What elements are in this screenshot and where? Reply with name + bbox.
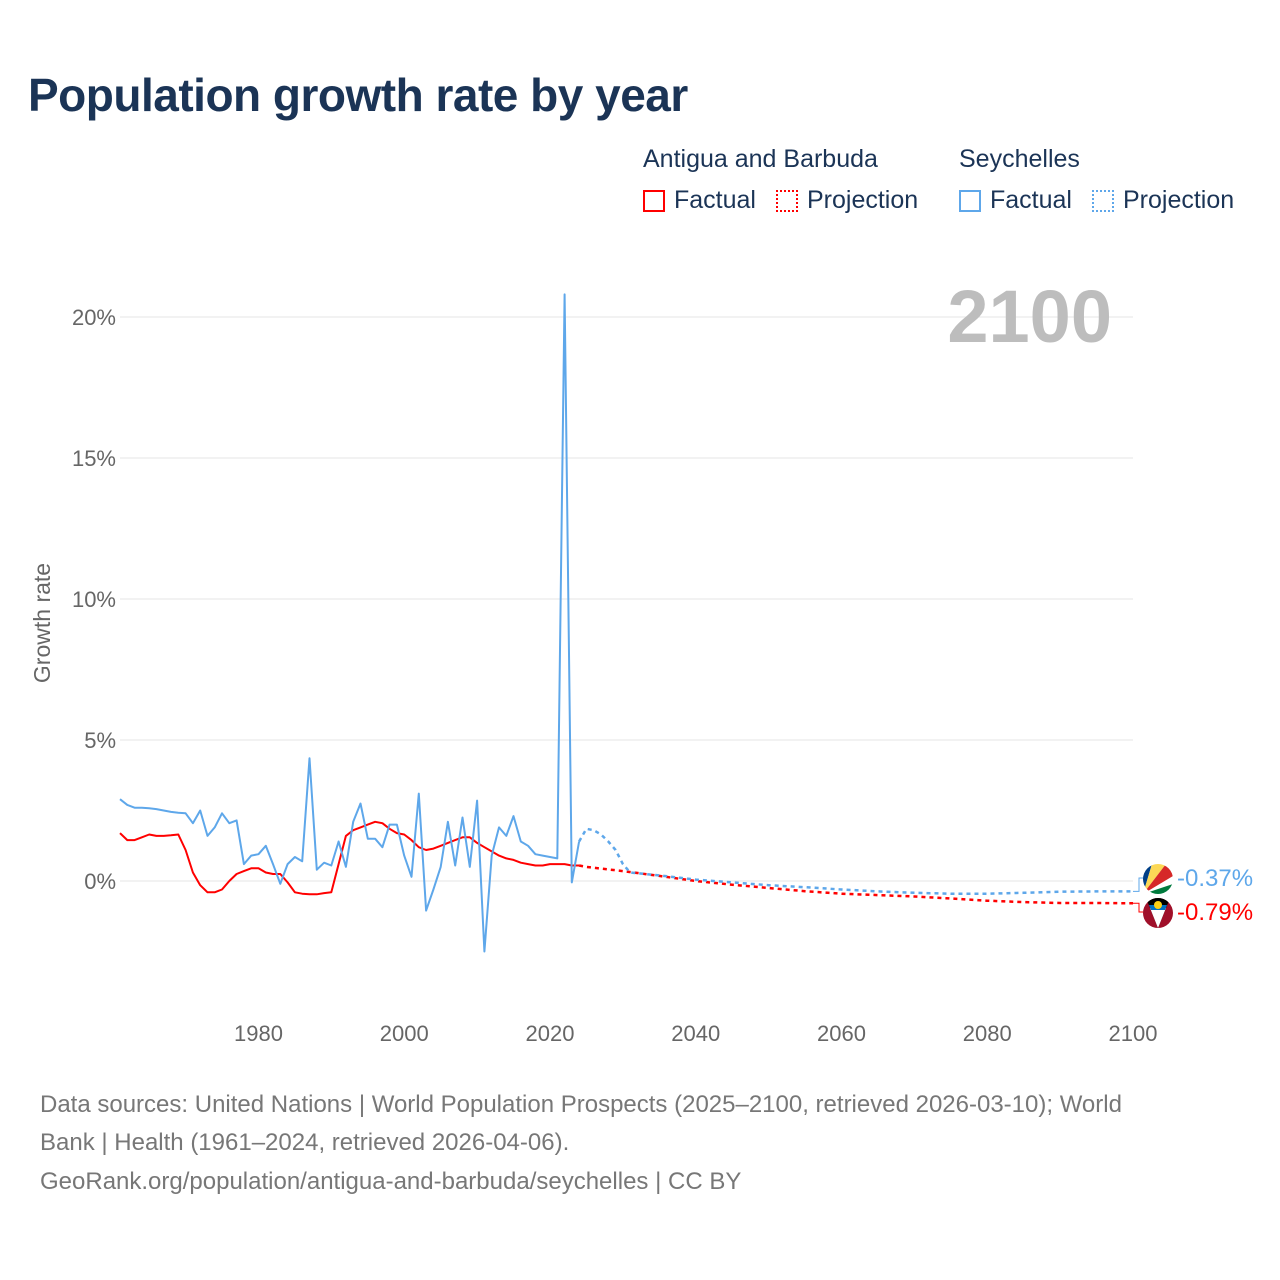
legend-group-seychelles: Seychelles <box>959 145 1080 173</box>
antigua-factual-line <box>119 820 580 896</box>
y-axis-label: Growth rate <box>29 563 55 683</box>
y-tick-label: 5% <box>84 728 116 753</box>
legend-antigua-projection[interactable]: Projection <box>776 186 918 215</box>
footer-link[interactable]: GeoRank.org/population/antigua-and-barbu… <box>40 1168 742 1195</box>
legend-seychelles-factual[interactable]: Factual <box>959 186 1072 215</box>
antigua-label-connector <box>1133 902 1143 913</box>
legend-seychelles-projection[interactable]: Projection <box>1092 186 1234 215</box>
footer-sources-line2: Bank | Health (1961–2024, retrieved 2026… <box>40 1129 570 1156</box>
x-tick-label: 2080 <box>963 1021 1012 1046</box>
x-tick-label: 2060 <box>817 1021 866 1046</box>
legend-swatch-solid <box>643 189 665 212</box>
chart-title: Population growth rate by year <box>28 69 688 121</box>
seychelles-flag-icon <box>1143 864 1173 894</box>
legend-label: Factual <box>990 186 1072 214</box>
legend-swatch-dotted <box>1092 189 1114 212</box>
legend-label: Projection <box>807 186 919 214</box>
y-tick-label: 0% <box>84 869 116 894</box>
x-tick-label: 2020 <box>526 1021 575 1046</box>
x-tick-label: 2040 <box>671 1021 720 1046</box>
legend-antigua-factual[interactable]: Factual <box>643 186 756 215</box>
legend-label: Factual <box>674 186 756 214</box>
seychelles-end-label: -0.37% <box>1177 865 1253 892</box>
y-tick-label: 10% <box>72 587 116 612</box>
antigua-projection-line <box>578 864 1134 905</box>
seychelles-factual-line <box>119 293 581 953</box>
legend-label: Projection <box>1123 186 1235 214</box>
antigua-end-label: -0.79% <box>1177 899 1253 926</box>
year-display: 2100 <box>947 275 1112 358</box>
legend-swatch-solid <box>959 189 981 212</box>
legend-swatch-dotted <box>776 189 798 212</box>
legend-group-antigua: Antigua and Barbuda <box>643 145 878 173</box>
footer-sources-line1: Data sources: United Nations | World Pop… <box>40 1091 1122 1118</box>
seychelles-projection-line <box>578 827 1133 895</box>
y-tick-label: 20% <box>72 305 116 330</box>
antigua-flag-icon <box>1143 898 1173 928</box>
y-tick-label: 15% <box>72 446 116 471</box>
x-tick-label: 2100 <box>1109 1021 1158 1046</box>
x-tick-label: 1980 <box>234 1021 283 1046</box>
seychelles-label-connector <box>1133 877 1143 892</box>
x-tick-label: 2000 <box>380 1021 429 1046</box>
